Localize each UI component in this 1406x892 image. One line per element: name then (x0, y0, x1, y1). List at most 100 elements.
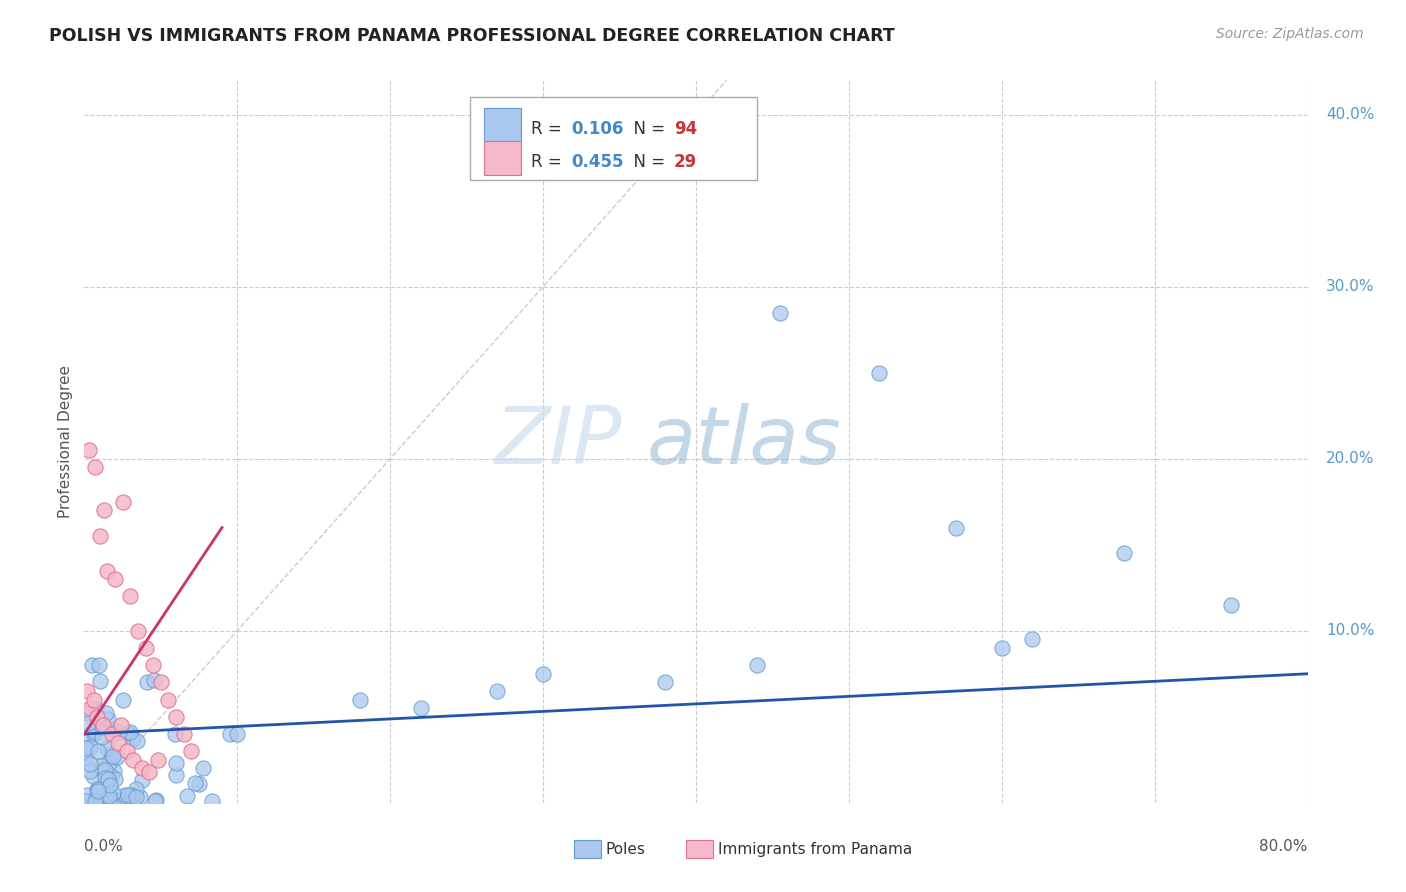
Point (91, 731, 114, 745)
Point (104, 572, 127, 586)
Point (165, 710, 187, 724)
Text: 0.106: 0.106 (571, 120, 624, 138)
Point (90, 720, 112, 734)
Point (90, 759, 112, 773)
Point (83, 723, 105, 738)
Point (100, 769, 122, 783)
Point (91, 794, 114, 808)
Point (146, 753, 169, 767)
Point (180, 744, 202, 758)
Point (157, 692, 180, 706)
Bar (484, 108, 522, 143)
Point (75, 749, 97, 764)
Point (93, 503, 115, 517)
Point (79, 701, 101, 715)
Point (111, 692, 134, 706)
Point (83, 692, 105, 706)
Point (165, 768, 187, 782)
Point (201, 794, 224, 808)
Point (176, 789, 198, 803)
Point (101, 727, 124, 741)
Point (115, 744, 138, 758)
Text: R =: R = (531, 120, 567, 138)
Point (96, 564, 118, 578)
Point (77, 715, 100, 730)
Point (96, 785, 118, 799)
Text: 10.0%: 10.0% (1326, 624, 1374, 639)
Point (91, 718, 114, 732)
Text: Immigrants from Panama: Immigrants from Panama (718, 841, 912, 856)
Point (121, 788, 143, 802)
Point (104, 772, 127, 786)
Point (101, 786, 124, 800)
Text: Poles: Poles (606, 841, 645, 856)
Point (1021, 632, 1043, 647)
Point (165, 756, 187, 771)
Point (149, 675, 172, 690)
Point (129, 789, 152, 804)
Point (747, 658, 769, 673)
Point (114, 788, 136, 802)
Point (131, 772, 153, 787)
Point (125, 782, 148, 797)
Point (120, 590, 142, 604)
Point (93, 763, 115, 777)
Point (219, 727, 242, 741)
Point (163, 727, 186, 741)
Point (83, 727, 105, 741)
Point (98, 756, 121, 770)
Point (84, 460, 107, 475)
Point (89, 658, 111, 673)
Point (117, 726, 139, 740)
Point (94, 771, 117, 785)
Text: 30.0%: 30.0% (1326, 279, 1375, 294)
Point (135, 640, 157, 655)
Point (125, 789, 148, 804)
Point (75, 794, 97, 808)
Point (77, 443, 100, 458)
Bar (686, 840, 713, 858)
Point (86, 789, 108, 804)
Point (89, 529, 111, 543)
Point (80, 658, 103, 673)
Point (76, 706, 98, 720)
Point (173, 727, 195, 741)
Point (87, 744, 110, 758)
Point (94, 788, 117, 802)
Point (135, 675, 157, 690)
Point (769, 305, 792, 319)
Point (409, 701, 432, 715)
FancyBboxPatch shape (470, 97, 758, 180)
Point (193, 762, 215, 776)
Text: atlas: atlas (647, 402, 842, 481)
Point (87, 781, 110, 796)
Point (94, 706, 117, 720)
Text: R =: R = (531, 153, 567, 170)
Point (82, 769, 104, 783)
Point (100, 747, 122, 762)
Point (654, 675, 676, 690)
Point (349, 692, 371, 706)
Point (1220, 598, 1243, 612)
Point (79, 757, 101, 772)
Point (107, 735, 129, 749)
Text: ZIP: ZIP (495, 402, 623, 481)
Point (96, 770, 118, 784)
Point (131, 761, 153, 775)
Point (101, 722, 124, 736)
Text: 29: 29 (673, 153, 697, 170)
Point (991, 640, 1014, 655)
Point (111, 494, 134, 508)
Point (143, 794, 166, 808)
Point (83, 794, 105, 808)
Point (945, 520, 967, 534)
Point (97, 789, 120, 803)
Point (145, 793, 167, 807)
Point (103, 764, 125, 778)
Point (97, 772, 120, 786)
Point (76, 684, 98, 698)
Point (184, 776, 207, 790)
Text: 94: 94 (673, 120, 697, 138)
Point (117, 788, 139, 802)
Bar (574, 840, 600, 858)
